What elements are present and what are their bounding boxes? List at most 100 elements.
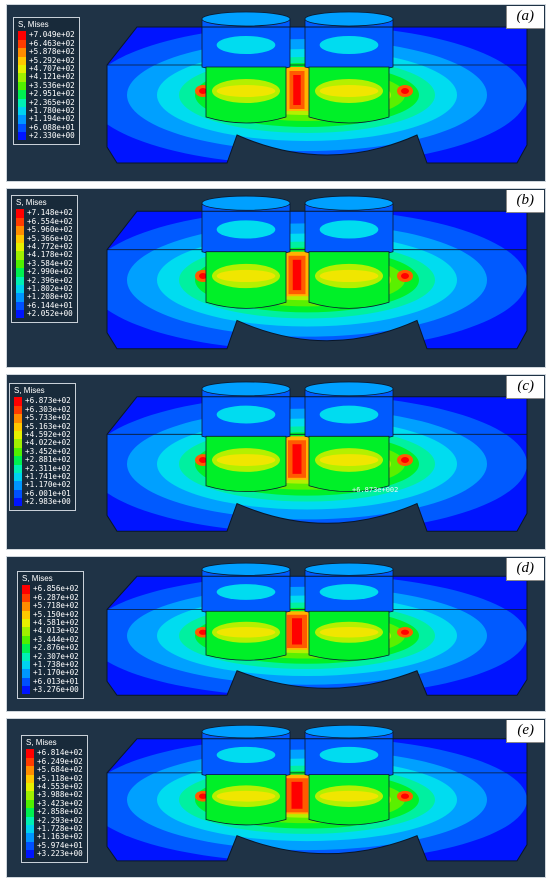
legend-swatch	[22, 669, 30, 678]
legend-swatch	[16, 259, 24, 269]
legend-value: +4.178e+02	[27, 250, 73, 260]
legend-swatch	[14, 422, 22, 431]
legend-entry: +2.876e+02	[22, 643, 79, 653]
legend-swatch	[16, 251, 24, 260]
legend-entry: +5.118e+02	[26, 773, 83, 783]
legend-value: +5.118e+02	[37, 773, 83, 783]
legend-swatch	[18, 115, 26, 124]
legend-swatch	[26, 816, 34, 825]
legend-value: +1.170e+02	[25, 480, 71, 490]
legend-swatch	[14, 447, 22, 457]
legend-swatch	[22, 593, 30, 603]
legend-entry: +5.960e+02	[16, 225, 73, 235]
legend-swatch	[22, 644, 30, 653]
legend-entry: +6.144e+01	[16, 301, 73, 311]
legend-value: +2.396e+02	[27, 275, 73, 285]
legend-entry: +2.052e+00	[16, 309, 73, 319]
legend-entry: +4.013e+02	[22, 626, 79, 636]
stress-model-render	[106, 381, 528, 532]
legend-value: +2.307e+02	[33, 651, 79, 661]
legend-swatch	[18, 132, 26, 141]
stress-model-render	[106, 724, 528, 862]
legend-value: +1.802e+02	[27, 283, 73, 293]
legend-entry: +2.951e+02	[18, 89, 75, 99]
legend-swatch	[14, 439, 22, 448]
legend-value: +1.163e+02	[37, 832, 83, 842]
legend-value: +2.876e+02	[33, 643, 79, 653]
legend-entry: +1.738e+02	[22, 660, 79, 670]
legend-entry: +3.223e+00	[26, 849, 83, 859]
legend-entry: +2.881e+02	[14, 455, 71, 465]
legend-entry: +4.022e+02	[14, 438, 71, 448]
legend-value: +4.013e+02	[33, 626, 79, 636]
legend-value: +3.584e+02	[27, 258, 73, 268]
legend-title: S, Mises	[14, 386, 45, 395]
legend-value: +2.311e+02	[25, 463, 71, 473]
legend-value: +4.592e+02	[25, 429, 71, 439]
legend-swatch	[16, 301, 24, 311]
legend-entry: +6.249e+02	[26, 757, 83, 767]
legend-value: +3.276e+00	[33, 685, 79, 695]
legend-value: +4.707e+02	[29, 63, 75, 73]
legend-swatch	[26, 841, 34, 851]
legend-swatch	[26, 782, 34, 792]
legend-title: S, Mises	[26, 738, 57, 747]
legend-swatch	[22, 602, 30, 611]
legend-value: +1.170e+02	[33, 668, 79, 678]
legend-swatch	[16, 226, 24, 235]
legend-swatch	[16, 217, 24, 227]
legend-entry: +3.536e+02	[18, 80, 75, 91]
legend-value: +2.330e+00	[29, 131, 75, 141]
legend-title: S, Mises	[16, 198, 47, 207]
legend-entry: +7.148e+02	[16, 208, 73, 218]
legend-swatch	[14, 397, 22, 406]
legend-entry: +5.684e+02	[26, 765, 83, 775]
legend-entry: +6.013e+01	[22, 677, 79, 687]
legend-entry: +6.463e+02	[18, 39, 75, 49]
contour-panel: S, Mises +7.148e+02 +6.554e+02 +5.960e+02 +5…	[6, 188, 546, 368]
legend-value: +3.452e+02	[25, 446, 71, 456]
legend-swatch	[14, 405, 22, 415]
legend-swatch	[18, 31, 26, 40]
contour-panel: S, Mises +6.856e+02 +6.287e+02 +5.718e+02 +5…	[6, 556, 546, 712]
legend-title: S, Mises	[22, 574, 53, 583]
legend-entry: +5.150e+02	[22, 610, 79, 619]
legend-entry: +6.873e+02	[14, 396, 71, 406]
legend-swatch	[14, 498, 22, 507]
legend-swatch	[26, 808, 34, 817]
legend-entry: +4.772e+02	[16, 242, 73, 252]
legend-swatch	[14, 414, 22, 423]
legend-swatch	[22, 677, 30, 687]
stress-legend: S, Mises +7.049e+02 +6.463e+02 +5.878e+02 +5…	[13, 17, 80, 146]
legend-entry: +6.287e+02	[22, 593, 79, 603]
legend-swatch	[26, 850, 34, 859]
legend-value: +4.581e+02	[33, 617, 79, 627]
legend-entry: +2.330e+00	[18, 131, 75, 141]
legend-value: +1.780e+02	[29, 105, 75, 115]
legend-entry: +3.452e+02	[14, 446, 71, 457]
legend-swatch	[26, 766, 34, 775]
legend-entry: +2.365e+02	[18, 98, 75, 107]
legend-swatch	[22, 660, 30, 670]
stress-legend: S, Mises +6.814e+02 +6.249e+02 +5.684e+02 +5…	[21, 735, 88, 864]
panel-label: (e)	[506, 720, 544, 743]
legend-value: +1.728e+02	[37, 823, 83, 833]
legend-swatch	[26, 791, 34, 800]
legend-value: +5.718e+02	[33, 601, 79, 611]
legend-value: +5.366e+02	[27, 233, 73, 243]
legend-entry: +4.592e+02	[14, 429, 71, 440]
legend-swatch	[18, 73, 26, 82]
legend-value: +3.536e+02	[29, 80, 75, 90]
legend-entry: +5.163e+02	[14, 422, 71, 431]
legend-swatch	[16, 209, 24, 218]
legend-entry: +6.856e+02	[22, 584, 79, 594]
legend-value: +4.022e+02	[25, 438, 71, 448]
legend-value: +2.983e+00	[25, 497, 71, 507]
legend-entry: +2.983e+00	[14, 497, 71, 507]
legend-swatch	[18, 64, 26, 74]
legend-entry: +2.311e+02	[14, 463, 71, 473]
legend-value: +7.049e+02	[29, 30, 75, 40]
legend-entry: +5.974e+01	[26, 841, 83, 851]
legend-swatch	[22, 652, 30, 661]
legend-value: +5.733e+02	[25, 413, 71, 423]
